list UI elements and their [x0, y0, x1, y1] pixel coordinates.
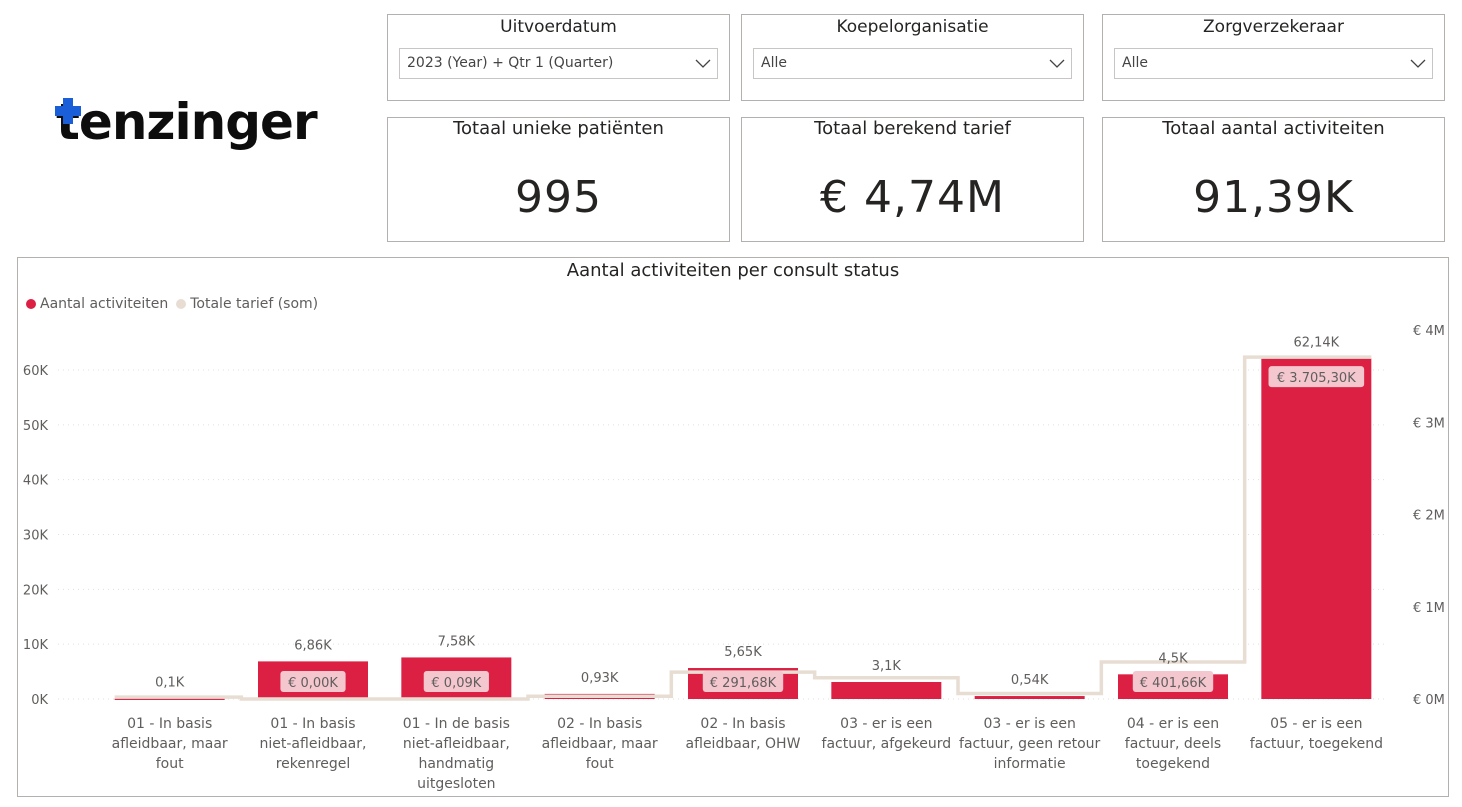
bar-data-label: 6,86K: [294, 638, 332, 653]
tarief-data-label: € 3.705,30K: [1277, 371, 1356, 386]
kpi-berekend-tarief: Totaal berekend tarief € 4,74M: [741, 117, 1084, 242]
x-category-label: factuur, deels: [1125, 736, 1221, 752]
x-category-label: afleidbaar, maar: [112, 736, 228, 752]
slicer-zorgverzekeraar: Zorgverzekeraar Alle: [1102, 14, 1445, 101]
chevron-down-icon: [1410, 59, 1426, 68]
y-right-tick-label: € 0M: [1413, 693, 1445, 708]
y-left-tick-label: 20K: [23, 583, 49, 598]
tarief-data-label: € 291,68K: [710, 676, 777, 691]
x-category-label: 03 - er is een: [840, 716, 932, 732]
legend-dot-icon: [176, 299, 187, 309]
legend-item-activiteiten[interactable]: Aantal activiteiten: [26, 296, 168, 312]
kpi-value: 995: [515, 172, 602, 223]
x-category-label: toegekend: [1136, 756, 1210, 772]
chart-legend: Aantal activiteiten Totale tarief (som): [26, 296, 326, 312]
x-category-label: fout: [586, 756, 614, 772]
tarief-label-bg: [280, 671, 346, 692]
legend-label: Aantal activiteiten: [40, 296, 169, 312]
kpi-aantal-activiteiten: Totaal aantal activiteiten 91,39K: [1102, 117, 1445, 242]
slicer-title: Uitvoerdatum: [500, 17, 617, 37]
dropdown-value: Alle: [1122, 55, 1148, 71]
x-category-label: 01 - In basis: [270, 716, 355, 732]
x-category-label: informatie: [994, 756, 1066, 772]
bar-data-label: 7,58K: [438, 634, 476, 649]
x-category-label: 02 - In basis: [700, 716, 785, 732]
y-right-tick-label: € 4M: [1413, 324, 1445, 339]
y-right-tick-label: € 2M: [1413, 509, 1445, 524]
dropdown-value: 2023 (Year) + Qtr 1 (Quarter): [407, 55, 614, 71]
y-left-tick-label: 60K: [23, 364, 49, 379]
zorgverzekeraar-dropdown[interactable]: Alle: [1114, 48, 1433, 79]
x-category-label: factuur, afgekeurd: [822, 736, 952, 752]
x-category-label: rekenregel: [276, 756, 351, 772]
koepelorganisatie-dropdown[interactable]: Alle: [753, 48, 1072, 79]
slicer-koepelorganisatie: Koepelorganisatie Alle: [741, 14, 1084, 101]
x-category-label: factuur, toegekend: [1250, 736, 1383, 752]
y-right-tick-label: € 1M: [1413, 601, 1445, 616]
slicer-title: Koepelorganisatie: [836, 17, 989, 37]
bar-data-label: 0,54K: [1011, 673, 1049, 688]
tarief-label-bg: [1268, 366, 1365, 388]
slicer-title: Zorgverzekeraar: [1203, 17, 1344, 37]
x-category-label: 01 - In de basis: [403, 716, 510, 732]
uitvoerdatum-dropdown[interactable]: 2023 (Year) + Qtr 1 (Quarter): [399, 48, 718, 79]
legend-item-tarief[interactable]: Totale tarief (som): [176, 296, 318, 312]
y-left-tick-label: 50K: [23, 419, 49, 434]
dropdown-value: Alle: [761, 55, 787, 71]
x-category-label: handmatig: [418, 756, 494, 772]
tarief-data-label: € 0,00K: [288, 676, 338, 691]
legend-label: Totale tarief (som): [190, 296, 319, 312]
kpi-title: Totaal unieke patiënten: [453, 118, 664, 139]
y-left-tick-label: 10K: [23, 638, 49, 653]
kpi-unieke-patienten: Totaal unieke patiënten 995: [387, 117, 730, 242]
x-category-label: 03 - er is een: [984, 716, 1076, 732]
chart-plot: 0K 10K 20K 30K 40K 50K 60K € 0M € 1M € 2M € 3M € 4M…: [23, 324, 1445, 792]
bar-data-label: 4,5K: [1158, 651, 1188, 666]
kpi-title: Totaal aantal activiteiten: [1162, 118, 1385, 139]
y-left-tick-label: 30K: [23, 529, 49, 544]
x-category-label: afleidbaar, OHW: [686, 736, 801, 752]
x-category-label: 02 - In basis: [557, 716, 642, 732]
logo-text: tenzinger: [56, 93, 318, 151]
tarief-label-bg: [702, 671, 784, 692]
tarief-label-bg: [1132, 671, 1214, 692]
tarief-data-label: € 0,09K: [431, 676, 481, 691]
x-category-label: afleidbaar, maar: [542, 736, 658, 752]
y-left-tick-label: 0K: [31, 693, 48, 708]
bar-data-label: 3,1K: [872, 659, 902, 674]
bar: [974, 696, 1085, 699]
slicer-uitvoerdatum: Uitvoerdatum 2023 (Year) + Qtr 1 (Quarte…: [387, 14, 730, 101]
kpi-value: € 4,74M: [820, 172, 1005, 223]
chart-panel: Aantal activiteiten per consult status A…: [17, 257, 1449, 797]
bar: [1261, 358, 1372, 699]
x-category-label: 01 - In basis: [127, 716, 212, 732]
y-left-tick-label: 40K: [23, 474, 49, 489]
kpi-value: 91,39K: [1193, 172, 1354, 223]
bar-data-label: 5,65K: [724, 645, 762, 660]
x-category-label: uitgesloten: [417, 776, 495, 792]
chevron-down-icon: [695, 59, 711, 68]
bar-data-label: 62,14K: [1293, 335, 1339, 350]
legend-dot-icon: [26, 299, 36, 309]
x-category-label: fout: [156, 756, 184, 772]
tarief-data-label: € 401,66K: [1140, 676, 1207, 691]
tenzinger-logo: tenzinger: [54, 88, 334, 158]
y-right-tick-label: € 3M: [1413, 416, 1445, 431]
x-category-label: niet-afleidbaar,: [260, 736, 367, 752]
kpi-title: Totaal berekend tarief: [814, 118, 1011, 139]
bar: [831, 682, 942, 699]
x-category-label: 04 - er is een: [1127, 716, 1219, 732]
x-category-label: factuur, geen retour: [959, 736, 1101, 752]
bar-data-label: 0,93K: [581, 671, 619, 686]
tarief-label-bg: [423, 671, 489, 692]
chevron-down-icon: [1049, 59, 1065, 68]
bar: [114, 698, 225, 700]
bar-data-label: 0,1K: [155, 675, 185, 690]
chart-title: Aantal activiteiten per consult status: [566, 260, 900, 281]
x-category-label: 05 - er is een: [1270, 716, 1362, 732]
x-category-label: niet-afleidbaar,: [403, 736, 510, 752]
